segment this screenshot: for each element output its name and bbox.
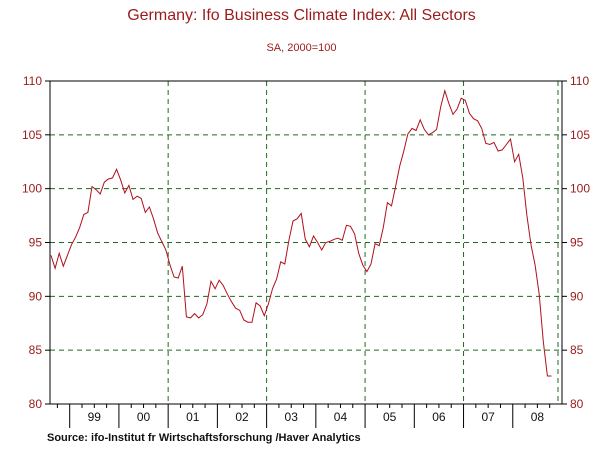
x-axis: 99 00 01 02 03 04 05 06 07 08 [56,404,551,428]
y-tick-label-left: 80 [29,397,43,411]
y-tick-label-left: 95 [29,236,43,250]
y-tick-label-right: 95 [570,236,584,250]
y-tick-label-right: 100 [570,182,590,196]
x-tick-label: 05 [383,410,397,424]
x-tick-label: 00 [137,410,151,424]
x-tick-label: 02 [235,410,249,424]
y-axis-left: 80 85 90 95 100 105 110 [22,74,50,411]
y-tick-label-left: 85 [29,343,43,357]
source-note: Source: ifo-Institut fr Wirtschaftsforsc… [47,432,361,444]
x-tick-label: 99 [88,410,102,424]
y-tick-label-left: 105 [22,128,42,142]
y-tick-label-right: 85 [570,343,584,357]
x-tick-label: 07 [481,410,495,424]
y-tick-label-left: 110 [23,74,42,88]
y-tick-label-left: 100 [22,182,42,196]
x-tick-label: 06 [432,410,446,424]
series-layer [50,88,552,377]
x-tick-label: 04 [334,410,348,424]
chart-title: Germany: Ifo Business Climate Index: All… [127,7,476,24]
x-tick-label: 03 [285,410,299,424]
y-tick-label-right: 90 [570,289,584,303]
y-tick-label-right: 110 [570,74,589,88]
series-line [50,88,552,377]
y-tick-label-right: 105 [570,128,590,142]
y-tick-label-right: 80 [570,397,584,411]
grid-layer [50,81,562,404]
chart-subtitle: SA, 2000=100 [266,42,337,54]
x-tick-label: 01 [186,410,200,424]
y-axis-right: 80 85 90 95 100 105 110 [562,74,590,411]
x-tick-label: 08 [531,410,545,424]
y-tick-label-left: 90 [29,289,43,303]
